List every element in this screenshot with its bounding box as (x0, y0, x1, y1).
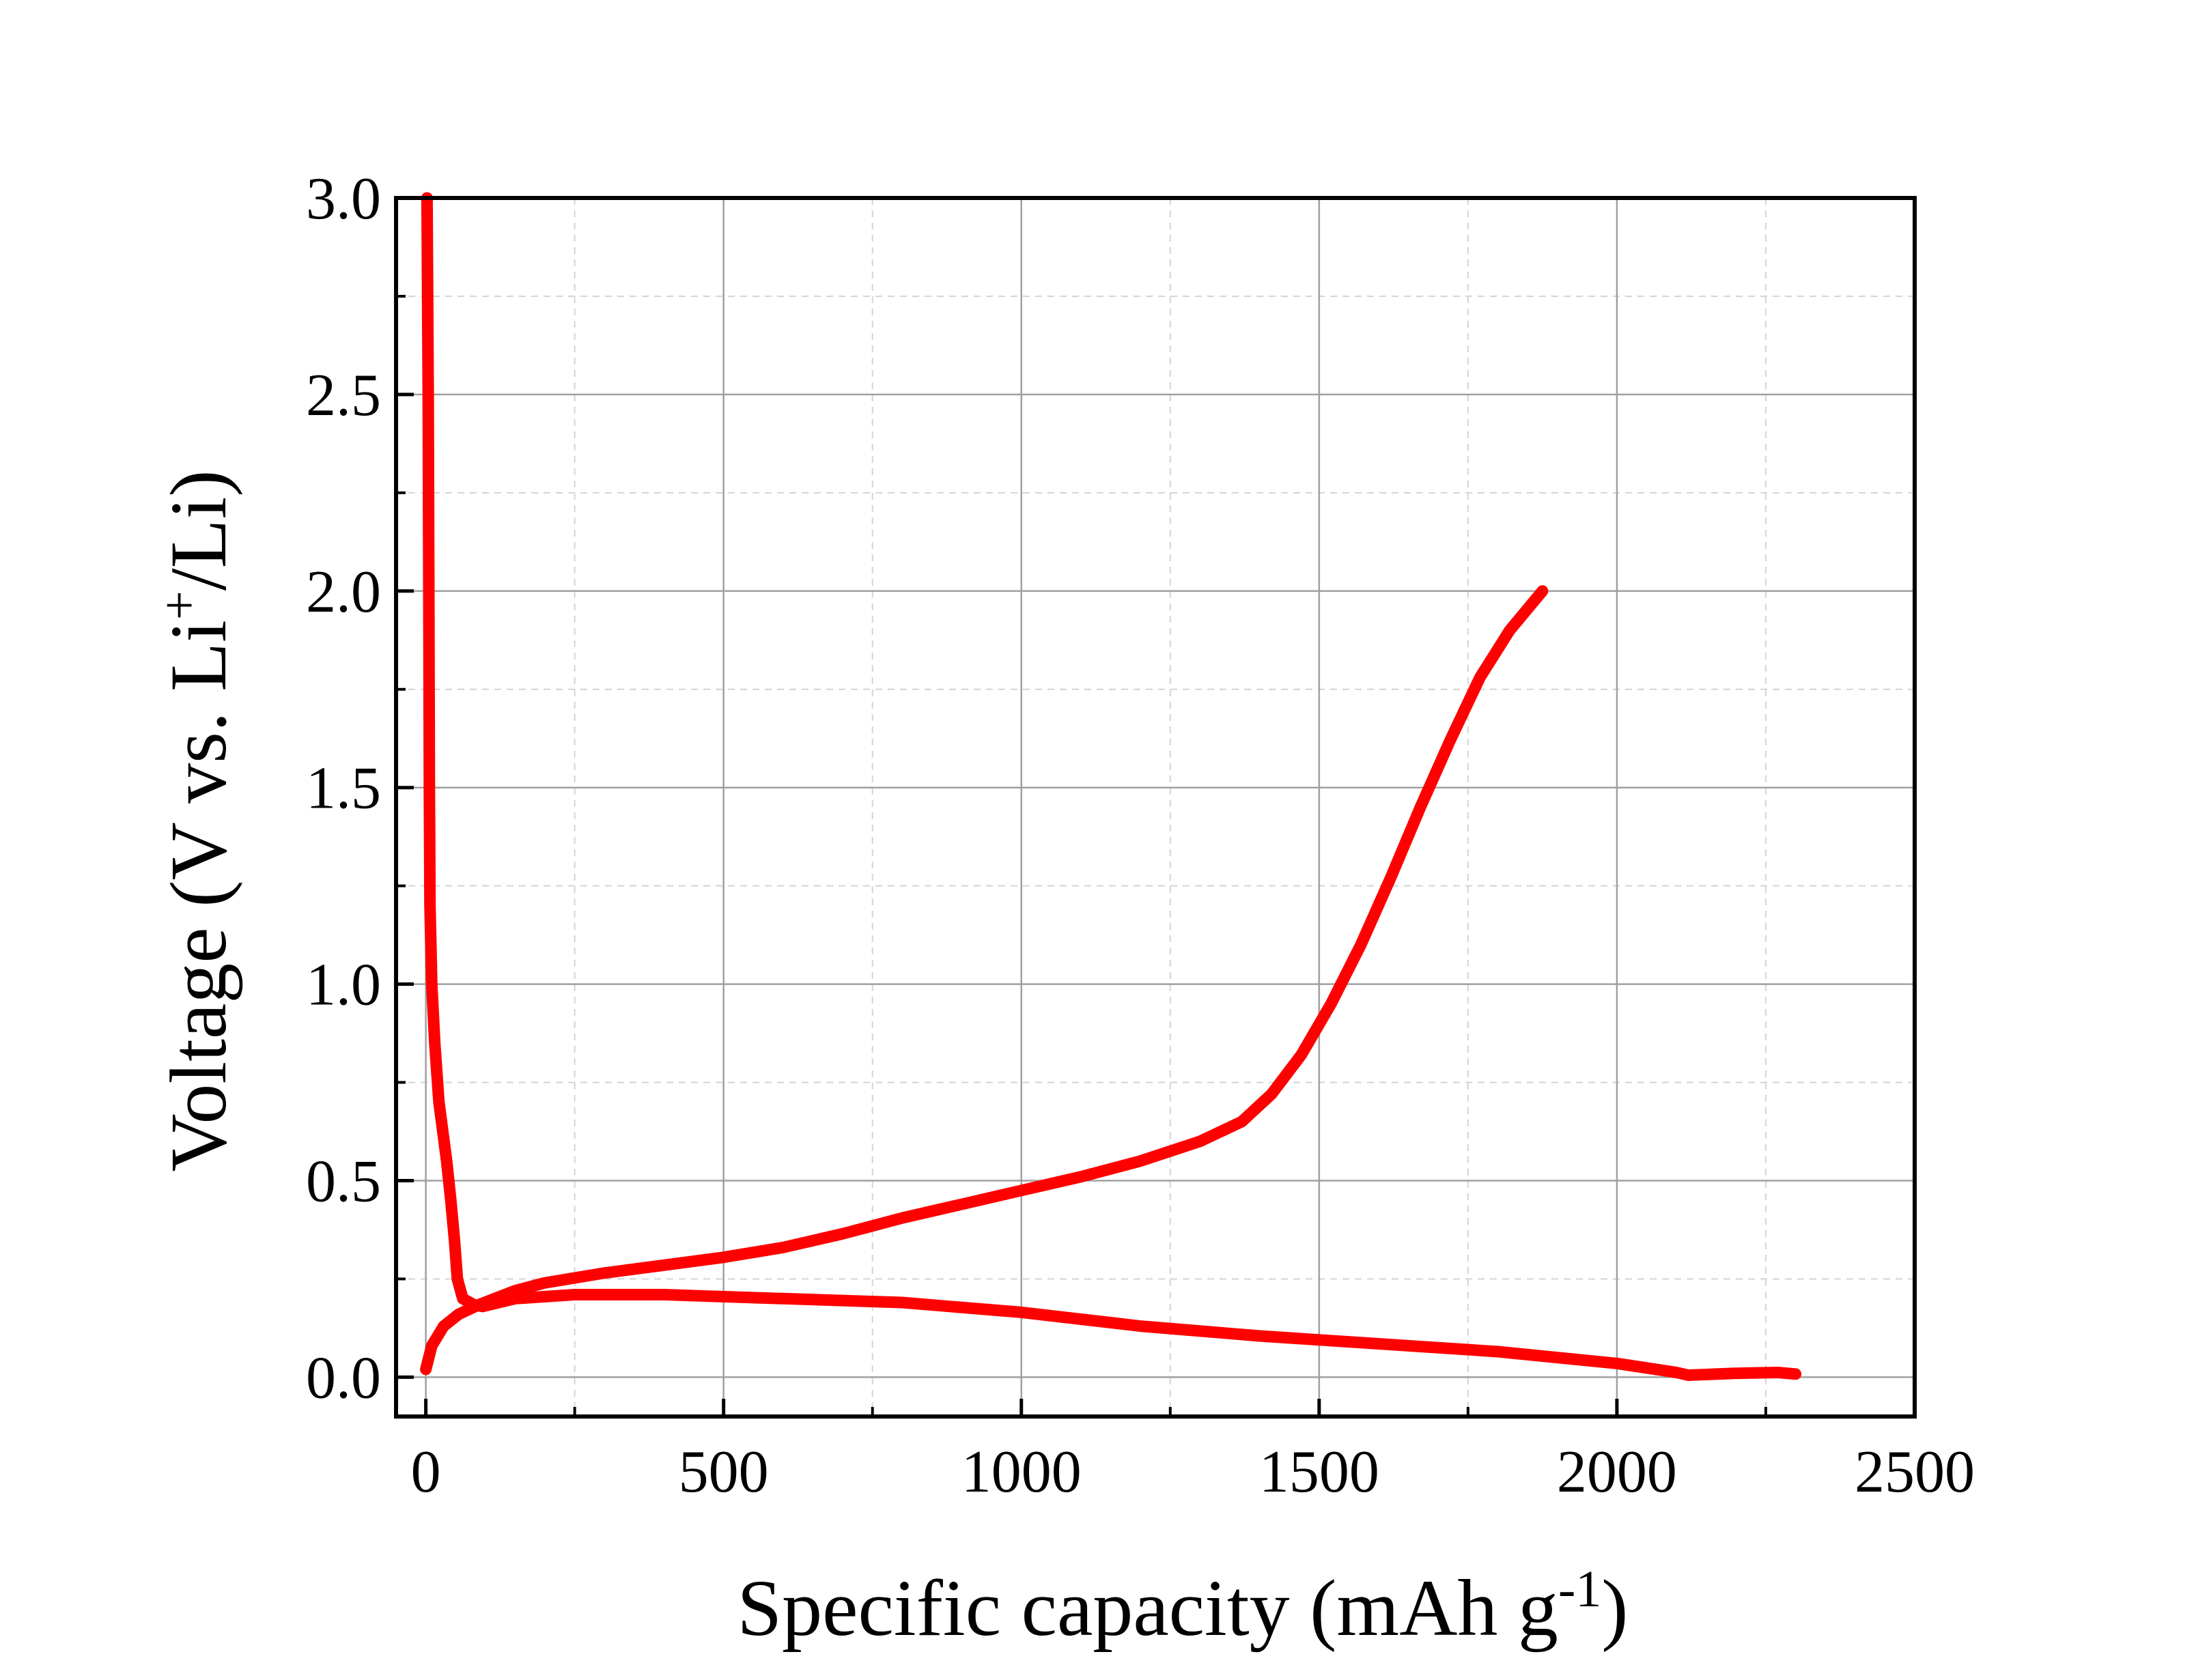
y-tick-label: 3.0 (306, 166, 381, 232)
y-tick-label: 1.5 (306, 756, 381, 822)
axis-ticks (396, 196, 1917, 1416)
x-tick-label: 1000 (961, 1439, 1082, 1505)
y-tick-label: 0.5 (306, 1149, 381, 1215)
x-tick-label: 1500 (1259, 1439, 1379, 1505)
data-series (420, 192, 1802, 1381)
x-axis-title-main: Specific capacity (mAh g (737, 1563, 1558, 1653)
x-tick-label: 500 (679, 1439, 769, 1505)
y-tick-label: 1.0 (306, 952, 381, 1019)
plot-frame (394, 196, 1917, 1419)
x-tick-label: 2000 (1557, 1439, 1677, 1505)
series-line-2 (420, 585, 1549, 1376)
y-tick-labels: 0.0 0.5 1.0 1.5 2.0 2.5 3.0 (306, 166, 381, 1411)
y-tick-label: 2.0 (306, 559, 381, 625)
y-axis-title-end: /Li) (154, 470, 243, 590)
y-axis-title-sup: + (151, 590, 208, 620)
y-axis-title: Voltage (V vs. Li+/Li) (151, 470, 243, 1171)
y-axis-title-main: Voltage (V vs. Li (154, 620, 243, 1171)
y-tick-label: 0.0 (306, 1345, 381, 1411)
x-tick-label: 2500 (1855, 1439, 1975, 1505)
series-line-1 (421, 192, 1802, 1381)
x-axis-title-sup: -1 (1558, 1561, 1601, 1618)
x-tick-labels: 0 500 1000 1500 2000 2500 (411, 1439, 1975, 1505)
x-axis-title: Specific capacity (mAh g-1) (737, 1561, 1628, 1653)
x-axis-title-end: ) (1601, 1563, 1628, 1653)
x-tick-label: 0 (411, 1439, 441, 1505)
y-tick-label: 2.5 (306, 362, 381, 429)
